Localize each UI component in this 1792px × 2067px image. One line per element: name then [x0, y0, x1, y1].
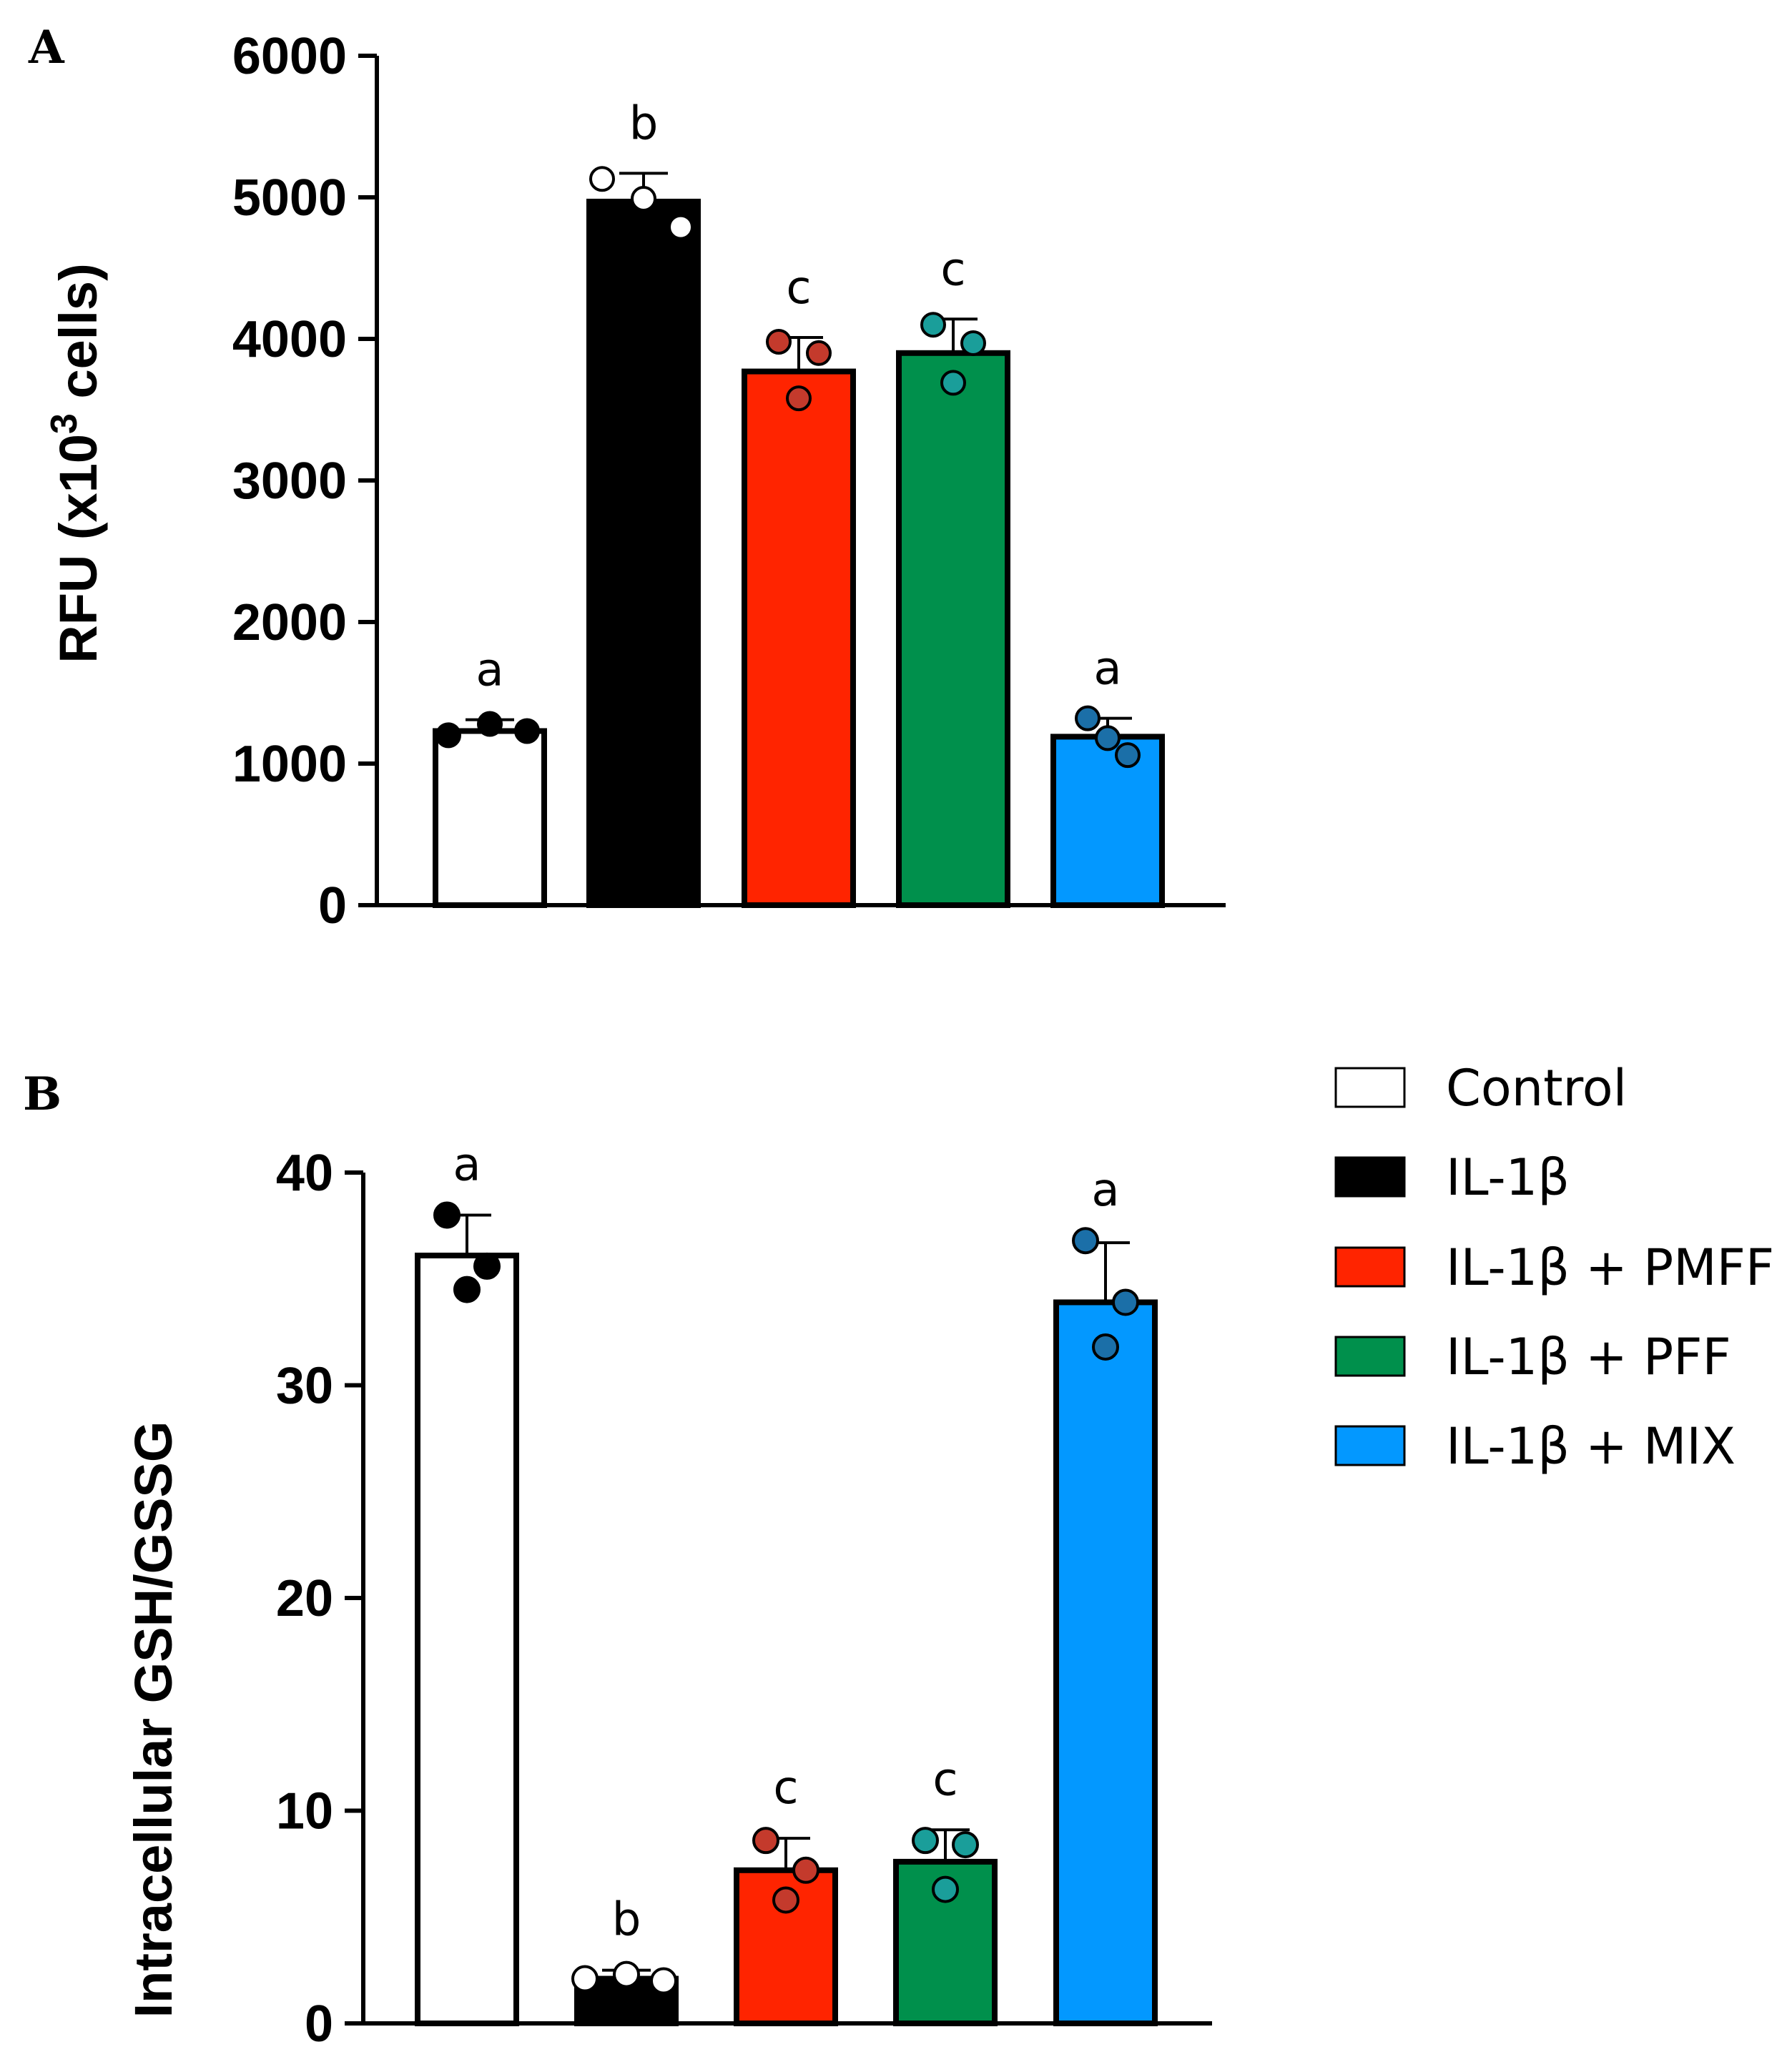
panel-a: 0 1000 2000 3000 4000 5000 6000 a b c c a RFU (x10… [44, 28, 1226, 934]
panel-a-point [1075, 705, 1101, 731]
panel-b-point [952, 1831, 979, 1859]
panel-b-y-tick-label: 30 [276, 1358, 333, 1415]
panel-a-point [668, 214, 694, 240]
panel-b-y-tick-label: 10 [276, 1783, 333, 1840]
legend-swatch-2 [1334, 1156, 1406, 1198]
panel-a-y-tick-label: 1000 [232, 736, 347, 793]
panel-a-y-tick-label: 2000 [232, 594, 347, 651]
panel-b-point [752, 1827, 779, 1855]
legend-swatch-4 [1334, 1336, 1406, 1377]
panel-a-point [589, 166, 615, 192]
panel-letter-a: A [28, 21, 65, 74]
panel-b-y-tick-label: 0 [305, 1996, 333, 2053]
panel-b-point [792, 1856, 819, 1884]
panel-a-bar-2 [586, 198, 701, 908]
legend-label-1: Control [1446, 1059, 1627, 1118]
panel-a-y-tick-label: 4000 [232, 311, 347, 368]
panel-b-significance-letter: c [932, 1753, 957, 1806]
panel-b-point [613, 1960, 640, 1988]
panel-b-significance-letter: a [453, 1139, 481, 1192]
legend-label-3: IL-1β + PMFF [1446, 1238, 1774, 1297]
legend-swatch-3 [1334, 1246, 1406, 1288]
panel-a-y-tick-label: 5000 [232, 169, 347, 227]
panel-a-point [786, 385, 812, 412]
panel-a-y-tick-label: 3000 [232, 453, 347, 510]
panel-b-point [571, 1965, 599, 1993]
panel-a-ylabel-superscript: 3 [44, 413, 85, 434]
legend-label-4: IL-1β + PFF [1446, 1328, 1731, 1386]
panel-b-point [1092, 1333, 1119, 1361]
panel-a-point [477, 711, 503, 737]
panel-a-significance-letter: a [1093, 643, 1121, 696]
panel-a-point [631, 185, 656, 212]
panel-b-y-tick-label: 40 [276, 1145, 333, 1202]
legend-swatch-5 [1334, 1425, 1406, 1466]
legend-swatch-1 [1334, 1067, 1406, 1108]
panel-letter-b: B [23, 1067, 61, 1121]
panel-a-significance-letter: c [786, 262, 811, 315]
panel-b-bar-1 [415, 1253, 519, 2026]
legend: Control IL-1β IL-1β + PMFF IL-1β + PFF IL-1β… [1334, 1059, 1774, 1476]
panel-a-point [766, 328, 792, 355]
panel-a-bar-4 [896, 350, 1010, 908]
panel-b-point [1112, 1288, 1139, 1316]
panel-a-y-axis-title: RFU (x103 cells) [44, 263, 108, 663]
panel-a-point [920, 312, 946, 338]
panel-b-point [473, 1252, 501, 1280]
legend-label-2: IL-1β [1446, 1148, 1570, 1207]
panel-b-significance-letter: b [612, 1894, 641, 1947]
panel-a-point [806, 340, 832, 366]
panel-a-significance-letter: a [476, 644, 503, 697]
panel-a-y-tick-label: 0 [318, 877, 347, 934]
panel-a-significance-letter: c [940, 243, 965, 296]
panel-b-point [650, 1967, 677, 1995]
panel-a-bar-3 [742, 368, 856, 908]
panel-b-point [433, 1201, 461, 1229]
panel-a-ylabel-main: RFU (x10 [49, 434, 108, 663]
panel-b-significance-letter: a [1091, 1164, 1119, 1217]
legend-label-5: IL-1β + MIX [1446, 1417, 1736, 1476]
panel-b-point [912, 1827, 939, 1855]
panel-b-y-axis-title: Intracellular GSH/GSSG [124, 1421, 183, 2018]
panel-a-point [960, 330, 986, 356]
panel-b-y-tick-label: 20 [276, 1570, 333, 1627]
panel-a-point [1095, 725, 1121, 751]
panel-a-ylabel-end: cells) [49, 263, 108, 413]
panel-b-point [932, 1875, 959, 1903]
panel-a-significance-letter: b [629, 97, 659, 150]
panel-b-point [1072, 1227, 1099, 1255]
panel-b-point [772, 1886, 799, 1914]
panel-b-significance-letter: c [773, 1762, 798, 1815]
panel-a-bar-5 [1050, 734, 1165, 908]
panel-b-bar-5 [1053, 1299, 1158, 2026]
panel-a-y-tick-label: 6000 [232, 28, 347, 85]
panel-a-point [940, 370, 966, 396]
panel-a-point [514, 718, 540, 744]
panel-b-point [453, 1276, 481, 1303]
panel-b-bar-4 [893, 1858, 998, 2026]
panel-b: 0 10 20 30 40 a b c c a Intracellular GSH/GSSG [124, 1139, 1212, 2053]
panel-a-point [1115, 742, 1141, 769]
panel-a-point [435, 722, 461, 749]
panel-a-bar-1 [433, 728, 547, 909]
